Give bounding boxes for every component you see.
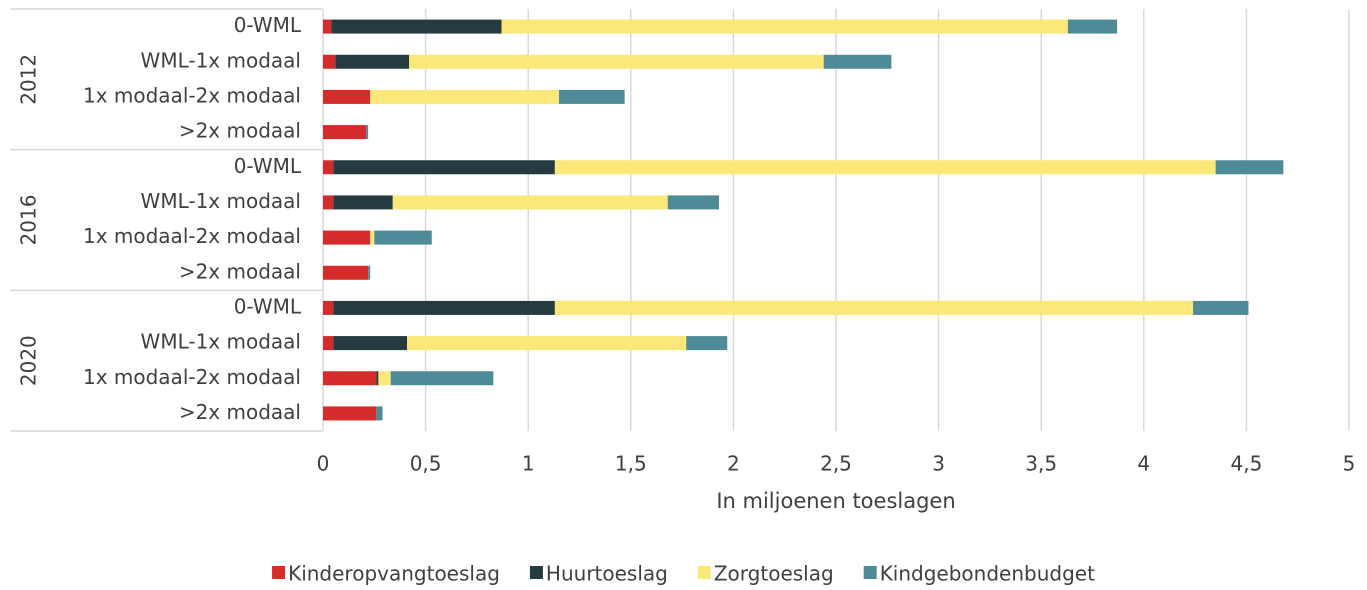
bar-segment (554, 300, 1194, 315)
bar-segment (667, 195, 720, 210)
x-tick-label: 0 (317, 452, 330, 476)
bar-segment (323, 336, 334, 351)
y-tick-label: 1x modaal-2x modaal (83, 224, 301, 248)
y-tick-label: >2x modaal (179, 259, 301, 283)
group-label: 2016 (17, 195, 41, 246)
x-axis-title: In miljoenen toeslagen (716, 489, 955, 513)
bar-segment (370, 230, 375, 245)
y-tick-label: 0-WML (234, 13, 302, 37)
legend-label: Zorgtoeslag (714, 562, 834, 586)
bar-segment (323, 300, 334, 315)
bar-segment (335, 54, 410, 69)
bar-segment (374, 230, 432, 245)
x-tick-label: 4 (1137, 452, 1150, 476)
legend-swatch (529, 566, 543, 579)
x-tick-label: 0,5 (410, 452, 442, 476)
legend-label: Kinderopvangtoeslag (288, 562, 500, 586)
legend-swatch (863, 566, 877, 579)
bar-segment (378, 371, 391, 386)
bar-segment (558, 89, 625, 104)
bar-segment (554, 160, 1216, 175)
bar-segment (392, 195, 668, 210)
bar-segment (323, 19, 332, 34)
x-tick-label: 4,5 (1230, 452, 1262, 476)
y-tick-label: WML-1x modaal (141, 330, 301, 354)
legend-label: Huurtoeslag (546, 562, 668, 586)
bar-segment (323, 195, 334, 210)
x-tick-label: 2,5 (820, 452, 852, 476)
x-tick-label: 2 (727, 452, 740, 476)
legend-label: Kindgebondenbudget (880, 562, 1095, 586)
x-tick-label: 1 (522, 452, 535, 476)
x-tick-label: 1,5 (615, 452, 647, 476)
y-tick-label: 0-WML (234, 294, 302, 318)
bar-segment (376, 371, 379, 386)
bar-segment (366, 125, 369, 140)
x-tick-label: 3,5 (1025, 452, 1057, 476)
bar-segment (409, 54, 824, 69)
bar-segment (323, 371, 377, 386)
bar-segment (323, 230, 371, 245)
bar-segment (368, 265, 371, 280)
bar-segment (823, 54, 892, 69)
y-tick-label: WML-1x modaal (141, 48, 301, 72)
bar-segment (323, 265, 369, 280)
bar-segment (323, 54, 336, 69)
y-tick-label: 1x modaal-2x modaal (83, 365, 301, 389)
group-label: 2012 (17, 54, 41, 105)
bar-segment (370, 89, 559, 104)
bar-segment (407, 336, 687, 351)
bar-segment (323, 89, 371, 104)
bar-segment (333, 195, 393, 210)
y-tick-label: 1x modaal-2x modaal (83, 83, 301, 107)
bar-segment (323, 406, 377, 421)
x-tick-label: 5 (1343, 452, 1356, 476)
bar-segment (1067, 19, 1118, 34)
bar-segment (501, 19, 1068, 34)
bar-segment (1193, 300, 1249, 315)
x-tick-label: 3 (932, 452, 945, 476)
bar-segment (333, 300, 555, 315)
bar-segment (333, 336, 408, 351)
y-tick-label: >2x modaal (179, 400, 301, 424)
y-tick-label: 0-WML (234, 154, 302, 178)
bar-segment (323, 160, 334, 175)
bar-segment (390, 371, 494, 386)
bar-segment (323, 125, 367, 140)
bar-segment (1215, 160, 1284, 175)
legend-swatch (697, 566, 711, 579)
y-tick-label: WML-1x modaal (141, 189, 301, 213)
bar-segment (333, 160, 555, 175)
bar-segment (686, 336, 728, 351)
y-tick-label: >2x modaal (179, 119, 301, 143)
bar-segment (331, 19, 502, 34)
legend-swatch (272, 566, 286, 579)
bar-segment (376, 406, 383, 421)
group-label: 2020 (17, 335, 41, 386)
